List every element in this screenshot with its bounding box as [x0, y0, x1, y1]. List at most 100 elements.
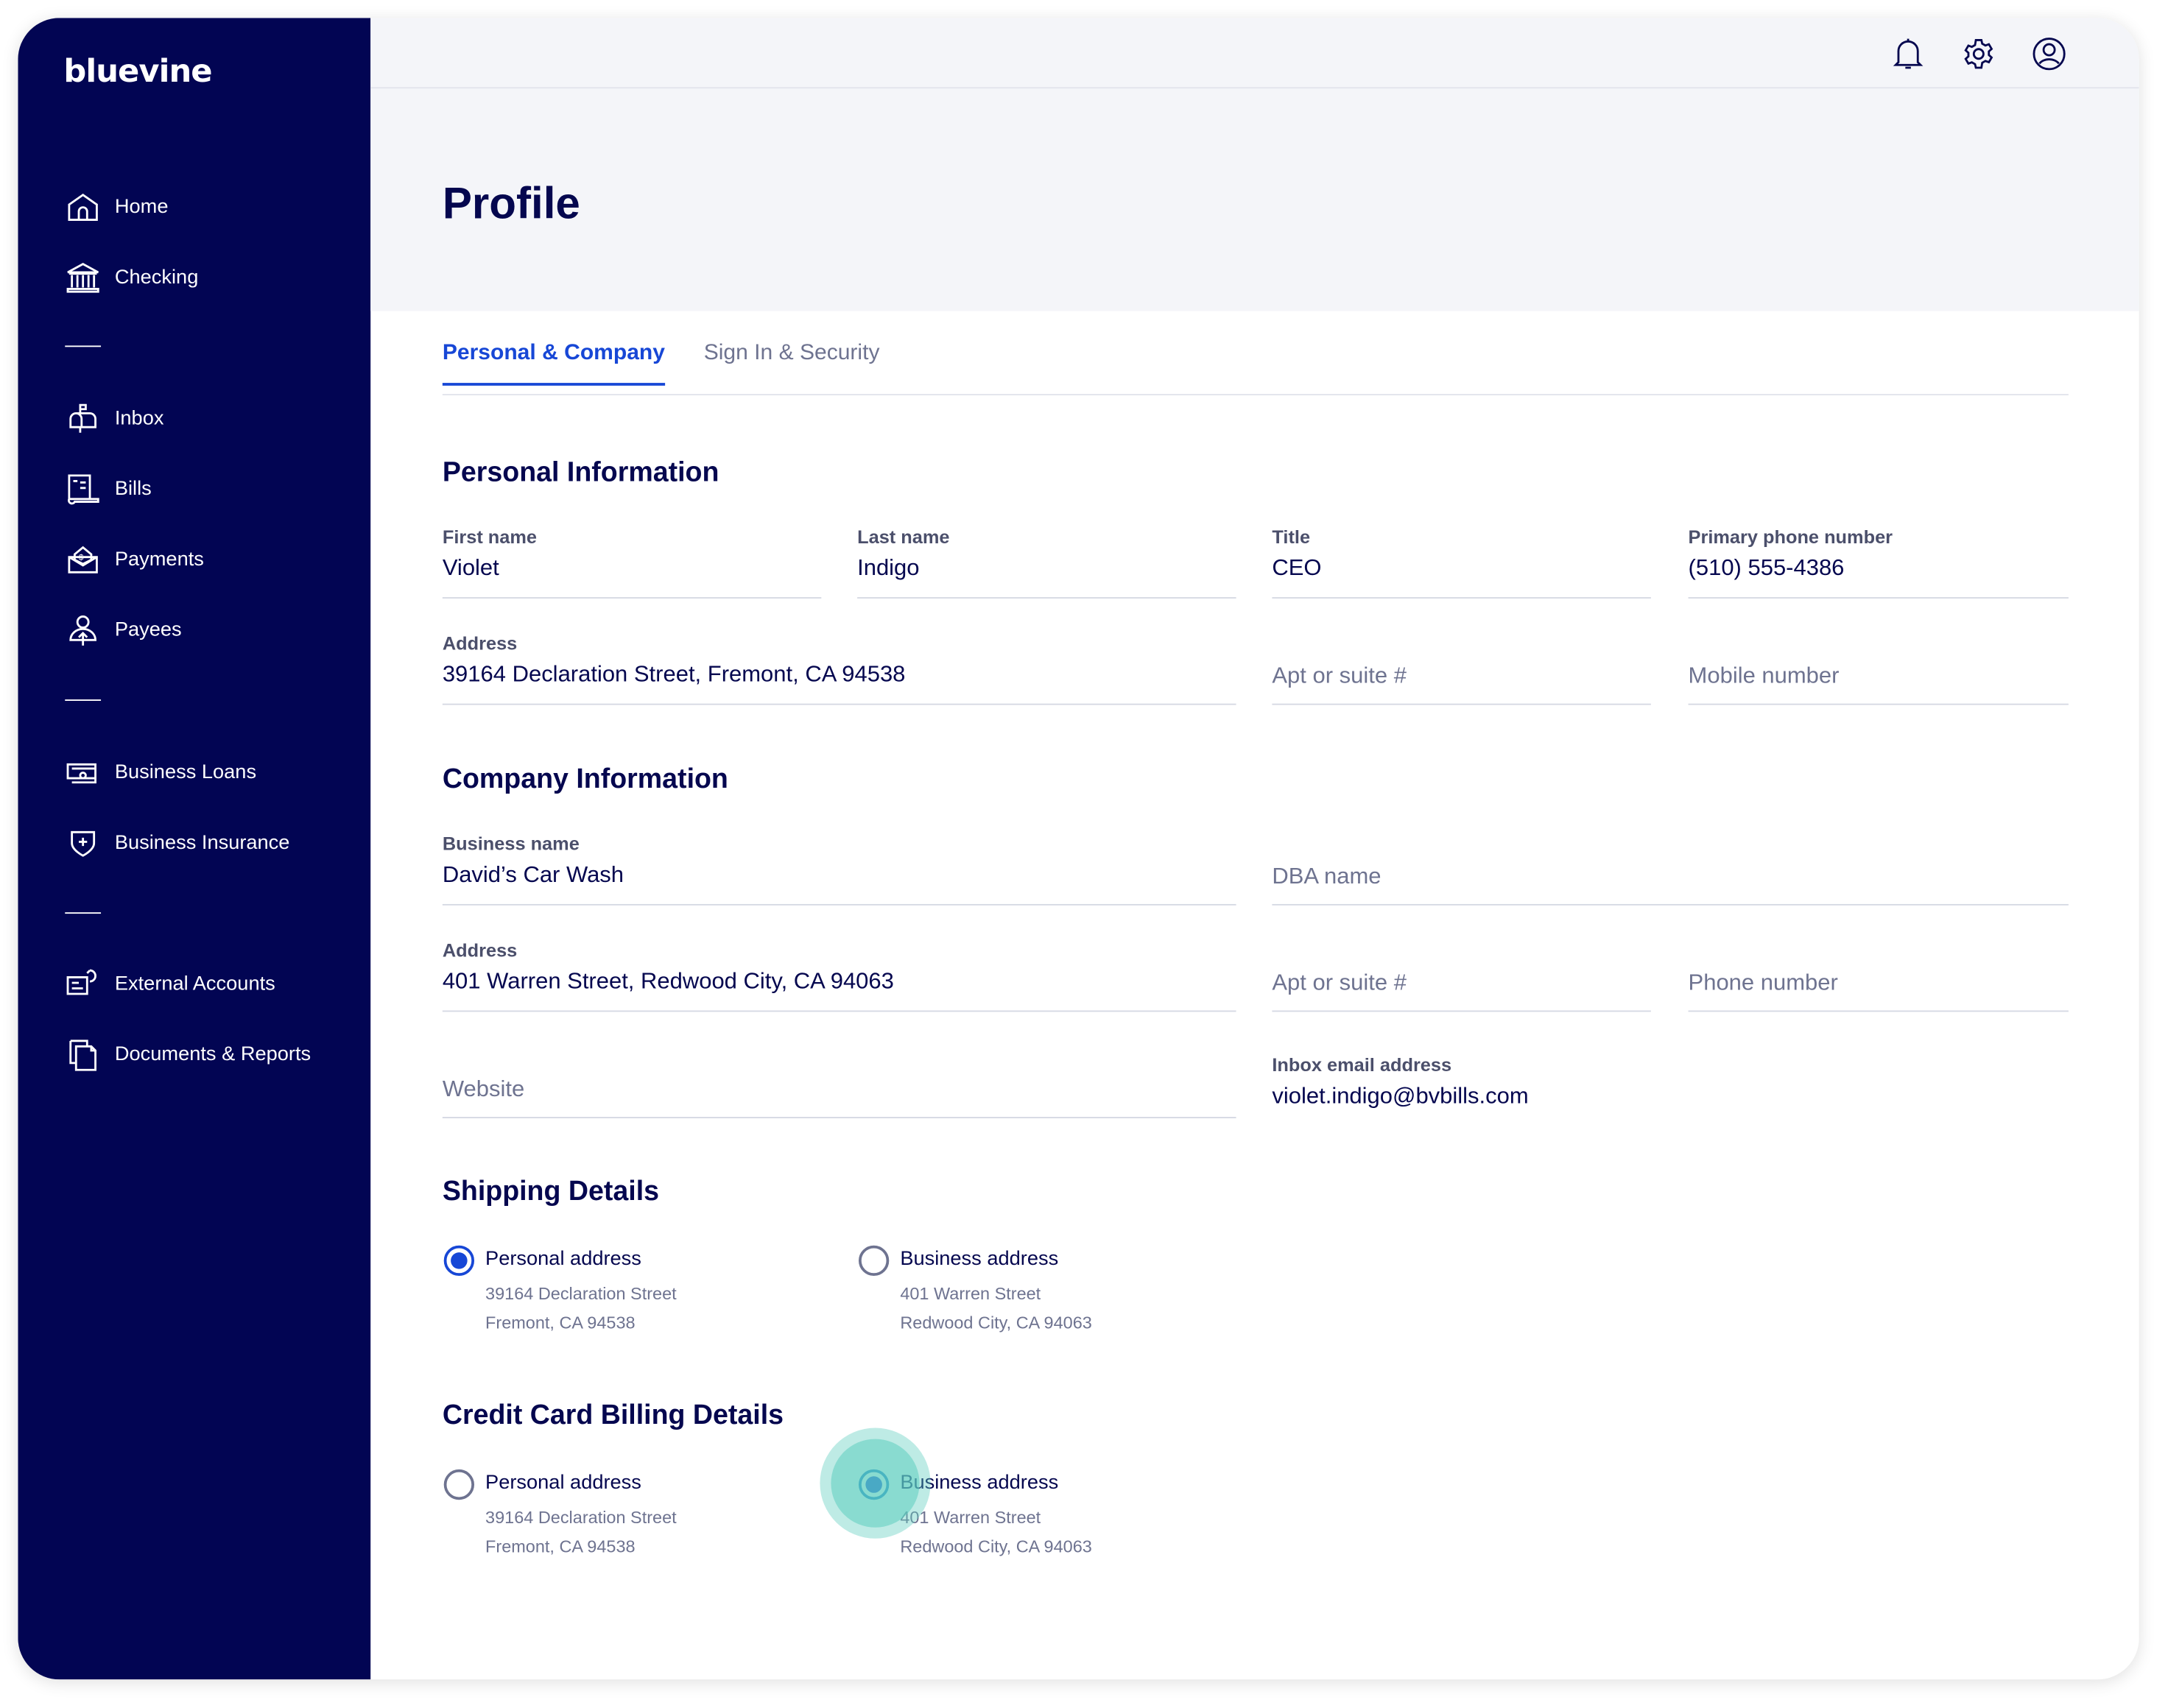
svg-text:$: $: [79, 553, 84, 562]
app-window: bluevine Home Checking Inbox Bills $ Pay…: [18, 18, 2139, 1680]
field-value: Violet: [442, 555, 499, 581]
section-heading: Personal Information: [442, 457, 719, 488]
tab-personal-company[interactable]: Personal & Company: [442, 342, 666, 386]
sidebar-item-label: Documents & Reports: [114, 1043, 312, 1066]
personal-address-field[interactable]: Address 39164 Declaration Street, Fremont…: [442, 632, 1236, 705]
radio-selected[interactable]: [443, 1245, 475, 1277]
tab-divider: [442, 394, 2069, 395]
field-placeholder: DBA name: [1272, 864, 1382, 889]
website-field[interactable]: Website: [442, 1046, 1236, 1118]
sidebar-item-label: Business Loans: [114, 761, 257, 784]
sidebar-item-label: Bills: [114, 478, 152, 501]
bluevine-logo[interactable]: bluevine: [63, 54, 212, 91]
field-placeholder: Website: [442, 1076, 525, 1102]
sidebar-item-label: Checking: [114, 267, 199, 289]
sidebar-item-payments[interactable]: $ Payments: [65, 542, 204, 578]
address-line: 39164 Declaration Street: [485, 1508, 677, 1528]
field-label: First name: [442, 526, 538, 548]
sidebar-item-checking[interactable]: Checking: [65, 260, 198, 296]
radio-label: Personal address: [485, 1472, 641, 1494]
business-name-field[interactable]: Business name David’s Car Wash: [442, 833, 1236, 906]
section-heading: Company Information: [442, 764, 728, 795]
address-line: Fremont, CA 94538: [485, 1313, 636, 1333]
title-field[interactable]: Title CEO: [1272, 526, 1651, 599]
sidebar-item-business-loans[interactable]: Business Loans: [65, 755, 256, 791]
address-line: 39164 Declaration Street: [485, 1284, 677, 1304]
tab-sign-in-security[interactable]: Sign In & Security: [703, 341, 880, 365]
section-heading: Shipping Details: [442, 1176, 660, 1207]
divider: [65, 345, 102, 347]
click-indicator-inner: [831, 1439, 920, 1528]
radio-label: Personal address: [485, 1248, 641, 1271]
company-apt-field[interactable]: Apt or suite #: [1272, 940, 1651, 1012]
first-name-field[interactable]: First name Violet: [442, 526, 822, 599]
payee-icon: [69, 615, 96, 646]
address-line: Redwood City, CA 94063: [900, 1536, 1092, 1557]
company-address-field[interactable]: Address 401 Warren Street, Redwood City, …: [442, 939, 1236, 1012]
header-area: [370, 18, 2139, 311]
field-placeholder: Phone number: [1688, 970, 1838, 995]
radio-unselected[interactable]: [443, 1469, 475, 1500]
sidebar-item-payees[interactable]: Payees: [65, 613, 182, 649]
bell-icon[interactable]: [1890, 36, 1926, 72]
field-value: 39164 Declaration Street, Fremont, CA 94…: [442, 662, 906, 688]
sidebar-item-label: Payments: [114, 548, 204, 571]
shield-icon: [71, 830, 96, 857]
field-value: Indigo: [857, 555, 920, 581]
field-label: Last name: [857, 526, 950, 548]
sidebar-item-business-insurance[interactable]: Business Insurance: [65, 825, 289, 861]
sidebar-item-label: Payees: [114, 619, 182, 642]
field-placeholder: Apt or suite #: [1272, 970, 1407, 995]
bank-icon: [66, 263, 99, 293]
documents-icon: [69, 1040, 96, 1071]
personal-apt-field[interactable]: Apt or suite #: [1272, 633, 1651, 705]
external-accounts-icon: [66, 969, 96, 995]
sidebar-item-external-accounts[interactable]: External Accounts: [65, 966, 275, 1002]
field-placeholder: Apt or suite #: [1272, 663, 1407, 689]
field-label: Primary phone number: [1688, 526, 1893, 548]
address-line: Redwood City, CA 94063: [900, 1313, 1092, 1333]
payment-envelope-icon: $: [68, 546, 98, 574]
sidebar-item-label: Business Insurance: [114, 832, 290, 855]
field-label: Address: [442, 939, 518, 961]
sidebar-item-bills[interactable]: Bills: [65, 471, 152, 507]
radio-label: Business address: [900, 1472, 1059, 1494]
field-label: Title: [1272, 526, 1311, 548]
mailbox-icon: [69, 403, 96, 433]
field-label: Inbox email address: [1272, 1054, 1452, 1076]
loan-icon: [66, 763, 96, 784]
address-line: Fremont, CA 94538: [485, 1536, 636, 1557]
divider: [65, 699, 102, 701]
primary-phone-field[interactable]: Primary phone number (510) 555-4386: [1688, 526, 2069, 599]
dba-name-field[interactable]: DBA name: [1272, 833, 2069, 906]
sidebar-item-inbox[interactable]: Inbox: [65, 401, 163, 437]
field-value: (510) 555-4386: [1688, 555, 1845, 581]
sidebar: bluevine Home Checking Inbox Bills $ Pay…: [18, 18, 371, 1680]
section-heading: Credit Card Billing Details: [442, 1400, 784, 1431]
company-phone-field[interactable]: Phone number: [1688, 940, 2069, 1012]
gear-icon[interactable]: [1960, 36, 1996, 72]
sidebar-item-home[interactable]: Home: [65, 189, 168, 225]
field-placeholder: Mobile number: [1688, 663, 1840, 689]
field-label: Address: [442, 632, 518, 654]
sidebar-item-documents-reports[interactable]: Documents & Reports: [65, 1037, 311, 1073]
top-bar: [370, 18, 2139, 89]
page-title: Profile: [442, 178, 580, 228]
sidebar-item-label: External Accounts: [114, 973, 275, 995]
divider: [65, 912, 102, 914]
field-label: Business name: [442, 833, 580, 855]
mobile-number-field[interactable]: Mobile number: [1688, 633, 2069, 705]
inbox-email: Inbox email address violet.indigo@bvbills…: [1272, 1055, 1825, 1127]
home-icon: [68, 194, 98, 221]
field-value: 401 Warren Street, Redwood City, CA 9406…: [442, 969, 894, 994]
user-icon[interactable]: [2031, 36, 2067, 72]
bill-icon: [68, 474, 99, 505]
field-value: CEO: [1272, 555, 1322, 581]
last-name-field[interactable]: Last name Indigo: [857, 526, 1236, 599]
address-line: 401 Warren Street: [900, 1284, 1041, 1304]
address-line: 401 Warren Street: [900, 1508, 1041, 1528]
field-value: David’s Car Wash: [442, 862, 624, 888]
field-value: violet.indigo@bvbills.com: [1272, 1084, 1529, 1109]
radio-unselected[interactable]: [858, 1245, 890, 1277]
sidebar-item-label: Inbox: [114, 407, 164, 430]
